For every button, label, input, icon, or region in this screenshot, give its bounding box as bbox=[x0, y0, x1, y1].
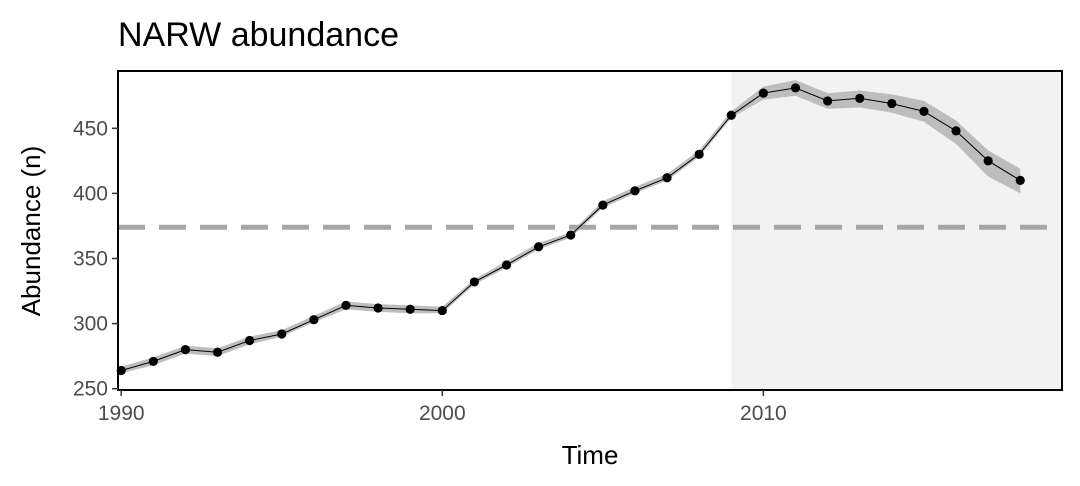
data-point-2001 bbox=[469, 277, 480, 287]
x-tick-label: 2010 bbox=[740, 402, 787, 425]
data-point-2010 bbox=[758, 88, 768, 98]
data-point-1999 bbox=[405, 304, 415, 314]
data-point-2008 bbox=[694, 149, 704, 159]
data-point-2013 bbox=[855, 93, 865, 103]
data-point-2003 bbox=[534, 242, 544, 252]
data-point-1994 bbox=[245, 335, 255, 346]
data-point-1993 bbox=[212, 347, 223, 357]
data-point-1998 bbox=[373, 303, 383, 313]
data-point-2016 bbox=[951, 126, 961, 136]
data-point-2017 bbox=[983, 156, 993, 166]
data-point-1997 bbox=[341, 300, 351, 310]
y-tick-label: 400 bbox=[73, 182, 108, 205]
y-tick-label: 350 bbox=[73, 247, 108, 270]
data-point-2015 bbox=[919, 106, 929, 116]
chart-title: NARW abundance bbox=[118, 16, 399, 54]
data-points bbox=[116, 83, 1025, 376]
confidence-band bbox=[121, 80, 1021, 374]
data-point-1996 bbox=[309, 315, 319, 325]
data-point-2002 bbox=[501, 260, 512, 270]
data-point-2005 bbox=[598, 200, 608, 210]
x-tick-label: 2000 bbox=[419, 402, 466, 425]
y-axis-title: Abundance (n) bbox=[16, 146, 46, 317]
y-tick-label: 250 bbox=[73, 378, 108, 401]
data-point-2009 bbox=[726, 110, 736, 120]
data-point-2004 bbox=[566, 230, 576, 240]
data-point-2007 bbox=[662, 173, 672, 183]
x-tick-label: 1990 bbox=[98, 402, 145, 425]
data-point-2014 bbox=[887, 98, 897, 109]
x-axis: 1990 2000 2010 bbox=[98, 390, 787, 425]
data-point-2018 bbox=[1015, 175, 1025, 185]
x-axis-title: Time bbox=[562, 440, 619, 470]
data-point-1991 bbox=[148, 356, 158, 366]
data-point-2011 bbox=[790, 83, 801, 93]
forecast-shaded-region bbox=[731, 71, 1062, 390]
panel-border bbox=[117, 70, 1063, 391]
data-point-1992 bbox=[180, 345, 191, 355]
y-tick-label: 300 bbox=[73, 313, 108, 336]
data-point-2012 bbox=[823, 96, 833, 106]
data-point-2000 bbox=[437, 305, 447, 316]
y-tick-label: 450 bbox=[73, 117, 108, 140]
y-axis: 250 300 350 400 450 bbox=[73, 117, 118, 401]
data-point-1995 bbox=[277, 329, 287, 339]
data-point-2006 bbox=[630, 186, 640, 196]
